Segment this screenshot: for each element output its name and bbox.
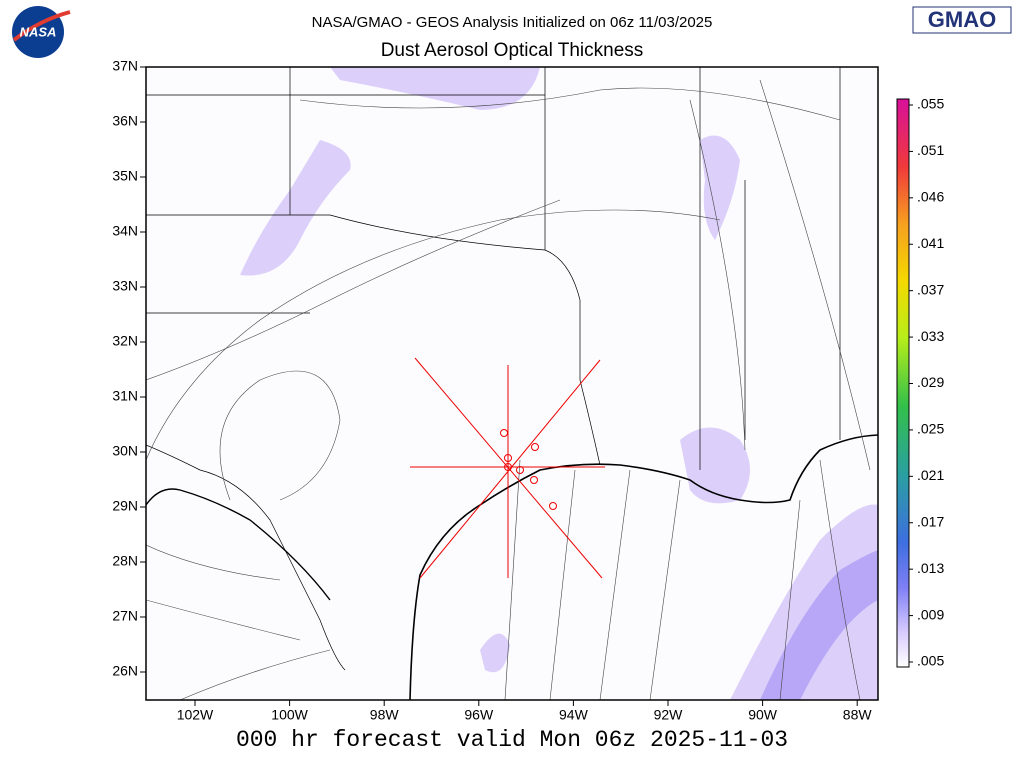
streamlines xyxy=(146,79,871,700)
colorbar-label: .013 xyxy=(917,560,944,576)
nasa-logo: NASA xyxy=(12,6,71,58)
colorbar-label: .051 xyxy=(917,142,944,158)
lon-label: 94W xyxy=(559,707,589,723)
lon-label: 98W xyxy=(370,707,400,723)
lat-label: 32N xyxy=(112,333,138,349)
lat-label: 34N xyxy=(112,223,138,239)
lon-label: 92W xyxy=(654,707,684,723)
lat-label: 31N xyxy=(112,388,138,404)
colorbar-label: .037 xyxy=(917,281,944,297)
colorbar-label: .005 xyxy=(917,653,944,669)
lon-label: 96W xyxy=(464,707,494,723)
boundaries xyxy=(146,67,878,700)
lat-label: 35N xyxy=(112,168,138,184)
subtitle: Dust Aerosol Optical Thickness xyxy=(381,40,644,61)
map-content xyxy=(146,67,878,700)
dust-shading-mid xyxy=(760,550,878,700)
map-background xyxy=(146,67,878,700)
colorbar-label: .025 xyxy=(917,421,944,437)
gmao-box xyxy=(912,6,1012,34)
colorbar-label: .017 xyxy=(917,513,944,529)
lat-label: 27N xyxy=(112,608,138,624)
storm-crosshair xyxy=(410,357,605,579)
map-frame xyxy=(145,66,879,701)
colorbar xyxy=(896,98,910,668)
colorbar-label: .033 xyxy=(917,328,944,344)
lat-label: 37N xyxy=(112,58,138,74)
lat-label: 30N xyxy=(112,443,138,459)
colorbar-label: .029 xyxy=(917,374,944,390)
lon-label: 100W xyxy=(271,707,308,723)
colorbar-label: .046 xyxy=(917,189,944,205)
colorbar-label: .021 xyxy=(917,467,944,483)
colorbar-label: .041 xyxy=(917,235,944,251)
lat-label: 28N xyxy=(112,553,138,569)
footer: 000 hr forecast valid Mon 06z 2025-11-03 xyxy=(236,727,788,753)
lat-label: 29N xyxy=(112,498,138,514)
gmao-logo: GMAO xyxy=(928,7,996,32)
dust-shading xyxy=(240,67,878,700)
lat-label: 26N xyxy=(112,663,138,679)
colorbar-label: .009 xyxy=(917,606,944,622)
lon-label: 90W xyxy=(748,707,778,723)
lon-label: 88W xyxy=(843,707,873,723)
logo-text: NASA xyxy=(20,24,57,39)
lat-label: 36N xyxy=(112,113,138,129)
colorbar-label: .055 xyxy=(917,96,944,112)
lon-label: 102W xyxy=(177,707,214,723)
lat-label: 33N xyxy=(112,278,138,294)
title: NASA/GMAO - GEOS Analysis Initialized on… xyxy=(312,14,713,31)
